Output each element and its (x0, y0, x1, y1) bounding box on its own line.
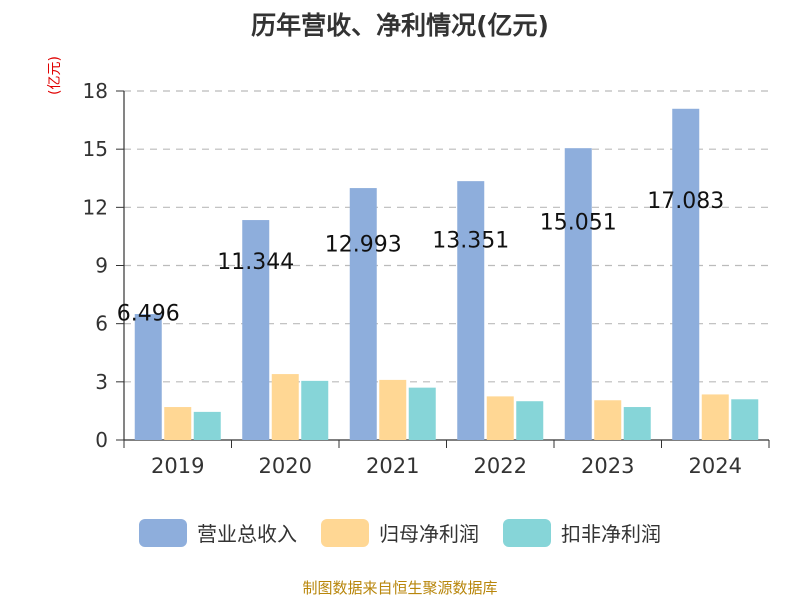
data-label: 11.344 (217, 250, 294, 275)
data-label: 6.496 (117, 302, 180, 327)
x-tick-label: 2024 (689, 454, 742, 478)
bar-2 (701, 394, 729, 440)
data-source-note: 制图数据来自恒生聚源数据库 (302, 579, 498, 597)
bar-2 (164, 407, 192, 440)
bar-2 (271, 374, 299, 440)
bar-3 (623, 407, 651, 440)
legend-swatch (139, 518, 187, 547)
y-tick-label: 9 (95, 254, 108, 278)
x-tick-label: 2019 (151, 454, 204, 478)
data-label: 17.083 (647, 189, 724, 214)
y-tick-label: 6 (95, 312, 108, 336)
legend-swatch (503, 518, 551, 547)
bar-2 (379, 379, 407, 440)
y-tick-label: 18 (83, 79, 108, 103)
bar-2 (594, 400, 622, 440)
y-tick-label: 15 (83, 137, 108, 161)
x-tick-label: 2021 (366, 454, 419, 478)
bar-2 (486, 396, 514, 440)
x-tick-label: 2023 (581, 454, 634, 478)
data-label: 15.051 (540, 210, 617, 235)
y-tick-label: 0 (95, 428, 108, 452)
bar-1 (672, 108, 700, 441)
data-label: 12.993 (325, 232, 402, 257)
legend-label: 营业总收入 (197, 522, 297, 546)
legend-item[interactable]: 归母净利润 (321, 518, 479, 547)
data-label: 13.351 (432, 229, 509, 254)
legend-swatch (321, 518, 369, 547)
x-tick-label: 2020 (259, 454, 312, 478)
legend: 营业总收入 归母净利润 扣非净利润 (0, 518, 800, 547)
bar-3 (301, 380, 329, 440)
bar-1 (349, 188, 377, 440)
bar-3 (516, 401, 544, 440)
legend-item[interactable]: 扣非净利润 (503, 518, 661, 547)
bar-1 (457, 181, 485, 440)
y-tick-label: 3 (95, 370, 108, 394)
chart-title: 历年营收、净利情况(亿元) (251, 11, 549, 40)
bar-1 (242, 220, 270, 440)
legend-item[interactable]: 营业总收入 (139, 518, 297, 547)
bar-3 (408, 387, 436, 440)
bar-1 (564, 148, 592, 440)
x-tick-label: 2022 (474, 454, 527, 478)
y-tick-label: 12 (83, 195, 108, 219)
bar-1 (134, 314, 162, 440)
bar-3 (193, 411, 221, 440)
bar-3 (731, 399, 759, 440)
legend-label: 归母净利润 (379, 522, 479, 546)
legend-label: 扣非净利润 (561, 522, 661, 546)
